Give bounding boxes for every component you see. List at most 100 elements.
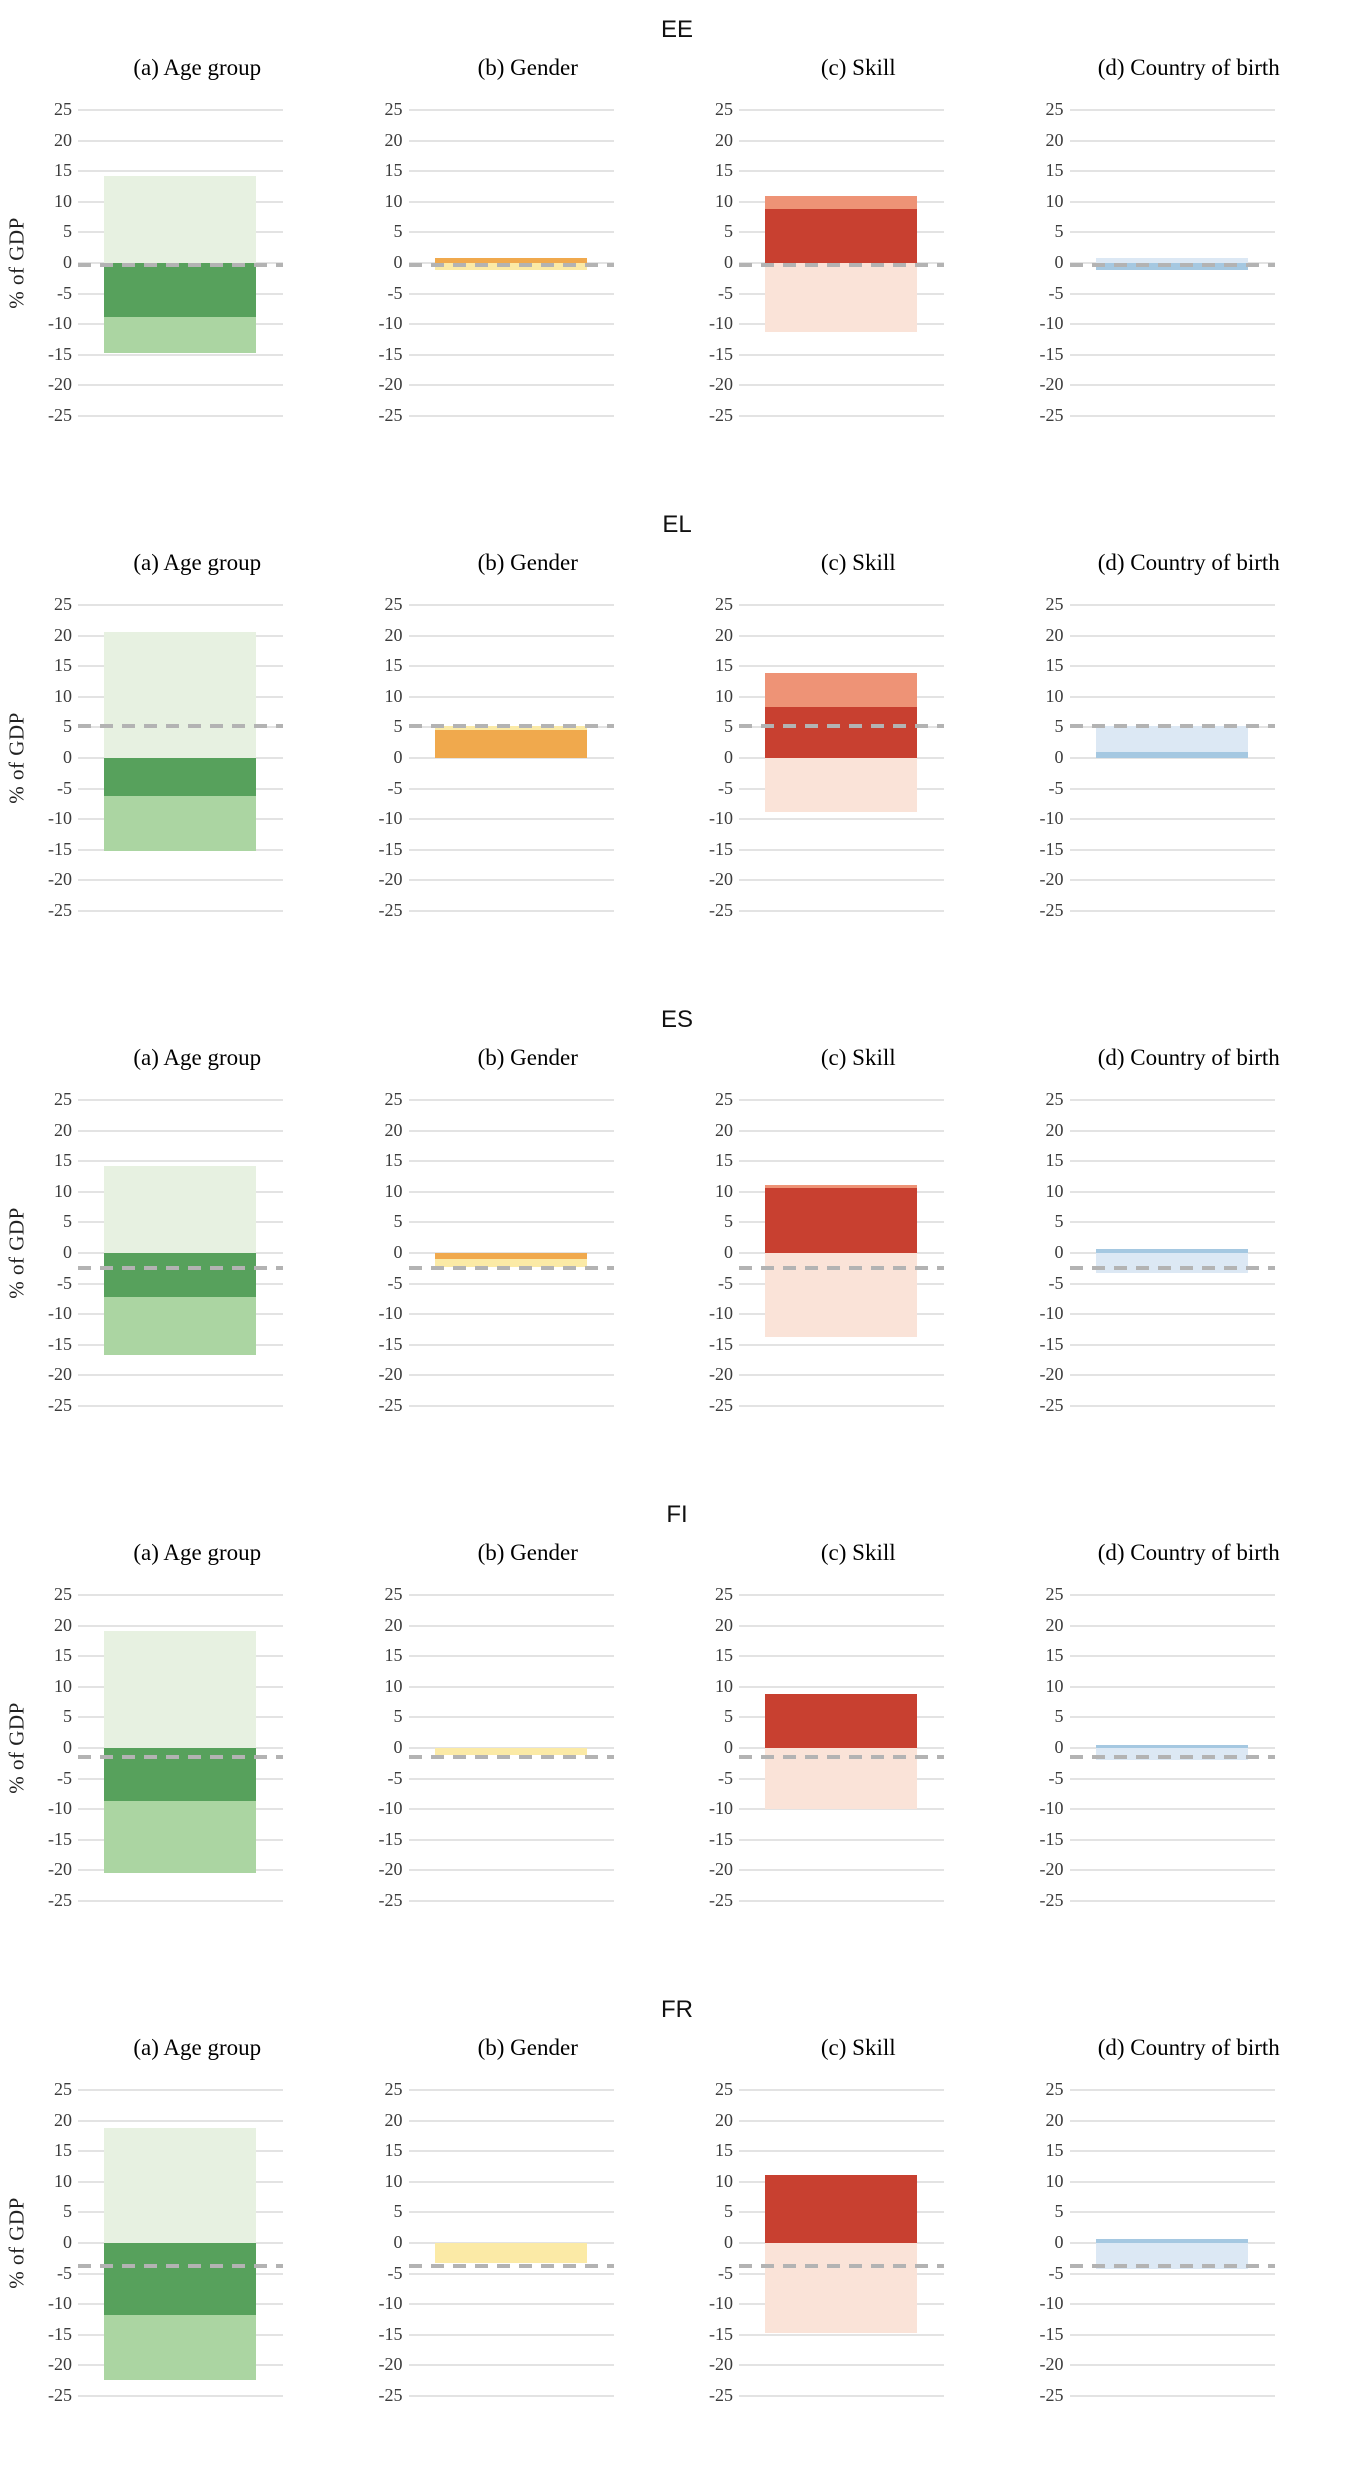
y-tick-5: 5 — [63, 1706, 72, 1727]
bar-segment-dark_red — [765, 1694, 917, 1748]
y-tick--10: -10 — [378, 2293, 403, 2314]
gridline-25 — [408, 1099, 614, 1102]
y-axis-label: % of GDP — [4, 1702, 29, 1794]
y-tick--25: -25 — [48, 404, 72, 425]
gridline--20 — [408, 2364, 614, 2367]
y-tick-25: 25 — [54, 1089, 72, 1110]
gridline-5 — [1069, 1221, 1275, 1224]
gridline--20 — [78, 1374, 283, 1377]
y-tick--20: -20 — [1039, 1859, 1064, 1880]
bar-segment-pale_yellow — [434, 2243, 587, 2264]
y-tick-10: 10 — [54, 685, 72, 706]
y-tick-0: 0 — [393, 1737, 403, 1758]
net-total-dashed-line — [739, 2263, 944, 2268]
y-tick-15: 15 — [54, 1645, 72, 1666]
gridline-15 — [739, 1160, 944, 1163]
bar-segment-dark_green — [104, 1253, 256, 1297]
y-tick--10: -10 — [1039, 1798, 1064, 1819]
gridline--5 — [408, 1282, 614, 1285]
plot-area — [408, 2078, 614, 2408]
y-tick-gutter: 25 20 15 10 5 0 -5 -10 -15 -20 -25 — [363, 1088, 409, 1418]
y-tick--5: -5 — [57, 1767, 72, 1788]
y-tick--25: -25 — [709, 2384, 733, 2405]
chart-body: 25 20 15 10 5 0 -5 -10 -15 -20 -25 — [693, 98, 1024, 428]
y-tick--20: -20 — [378, 1364, 403, 1385]
y-tick-15: 15 — [384, 1645, 403, 1666]
chart-body: 25 20 15 10 5 0 -5 -10 -15 -20 -25 — [32, 2078, 363, 2408]
gridline-25 — [1069, 1099, 1275, 1102]
y-tick-15: 15 — [384, 655, 403, 676]
gridline--10 — [1069, 1313, 1275, 1316]
gridline-25 — [739, 1594, 944, 1597]
gridline--20 — [78, 384, 283, 387]
y-tick--5: -5 — [1048, 1767, 1064, 1788]
chart-FR-age: (a) Age group 25 20 15 10 5 0 -5 -10 -15 -20 -25 — [32, 2028, 363, 2408]
gridline-10 — [1069, 695, 1275, 698]
y-tick--15: -15 — [1039, 838, 1064, 859]
panel-strip: % of GDP (a) Age group 25 20 15 10 5 0 -5 -10 -15 -… — [0, 1533, 1354, 1913]
y-tick-gutter: 25 20 15 10 5 0 -5 -10 -15 -20 -25 — [693, 98, 739, 428]
plot-area — [739, 1583, 944, 1913]
gridline-20 — [408, 634, 614, 637]
gridline-20 — [408, 139, 614, 142]
plot-area — [1069, 1583, 1275, 1913]
y-tick-10: 10 — [54, 190, 72, 211]
y-tick-gutter: 25 20 15 10 5 0 -5 -10 -15 -20 -25 — [693, 1583, 739, 1913]
y-tick--10: -10 — [709, 1798, 733, 1819]
gridline--25 — [739, 1404, 944, 1407]
gridline-20 — [1069, 1129, 1275, 1132]
y-tick-5: 5 — [1054, 221, 1064, 242]
y-tick-0: 0 — [1054, 1737, 1064, 1758]
y-tick-gutter: 25 20 15 10 5 0 -5 -10 -15 -20 -25 — [32, 2078, 78, 2408]
y-tick--20: -20 — [709, 1859, 733, 1880]
gridline-5 — [408, 1221, 614, 1224]
y-tick-0: 0 — [393, 1242, 403, 1263]
bar-segment-orange — [434, 729, 587, 758]
y-tick-20: 20 — [715, 1119, 733, 1140]
y-tick--10: -10 — [709, 2293, 733, 2314]
bar-segment-salmon — [765, 673, 917, 708]
y-tick-20: 20 — [54, 129, 72, 150]
net-total-dashed-line — [408, 723, 614, 728]
plot-area — [739, 2078, 944, 2408]
y-tick-20: 20 — [715, 1614, 733, 1635]
y-tick--5: -5 — [718, 1767, 733, 1788]
y-tick-20: 20 — [54, 1614, 72, 1635]
net-total-dashed-line — [408, 1754, 614, 1759]
gridline-15 — [1069, 2150, 1275, 2153]
gridline-10 — [408, 200, 614, 203]
gridline--10 — [408, 818, 614, 821]
y-tick--10: -10 — [48, 1303, 72, 1324]
y-tick--25: -25 — [709, 1394, 733, 1415]
country-row-FI: FI % of GDP (a) Age group 25 20 15 10 5 0 -5 -10 -1… — [0, 1485, 1354, 1980]
y-tick--15: -15 — [1039, 343, 1064, 364]
gridline--15 — [1069, 1343, 1275, 1346]
y-tick-25: 25 — [54, 99, 72, 120]
y-tick-gutter: 25 20 15 10 5 0 -5 -10 -15 -20 -25 — [363, 1583, 409, 1913]
y-tick-0: 0 — [63, 252, 72, 273]
y-tick-20: 20 — [384, 1119, 403, 1140]
gridline--25 — [739, 909, 944, 912]
gridline-10 — [1069, 1190, 1275, 1193]
net-total-dashed-line — [78, 2263, 283, 2268]
y-tick-5: 5 — [1054, 2201, 1064, 2222]
y-tick-25: 25 — [54, 594, 72, 615]
gridline--5 — [1069, 787, 1275, 790]
y-tick-20: 20 — [715, 2109, 733, 2130]
y-tick-15: 15 — [1045, 1645, 1064, 1666]
country-label: FI — [666, 1501, 688, 1528]
y-tick-5: 5 — [1054, 1706, 1064, 1727]
gridline--10 — [739, 818, 944, 821]
y-tick-20: 20 — [715, 624, 733, 645]
gridline--5 — [1069, 1282, 1275, 1285]
y-tick-15: 15 — [1045, 1150, 1064, 1171]
gridline-25 — [739, 2089, 944, 2092]
y-tick-10: 10 — [384, 1675, 403, 1696]
net-total-dashed-line — [78, 723, 283, 728]
gridline--20 — [78, 879, 283, 882]
y-tick--20: -20 — [1039, 869, 1064, 890]
bar-segment-medium_blue — [1095, 1744, 1248, 1748]
gridline--25 — [1069, 1899, 1275, 1902]
gridline--15 — [408, 353, 614, 356]
y-tick-20: 20 — [54, 1119, 72, 1140]
